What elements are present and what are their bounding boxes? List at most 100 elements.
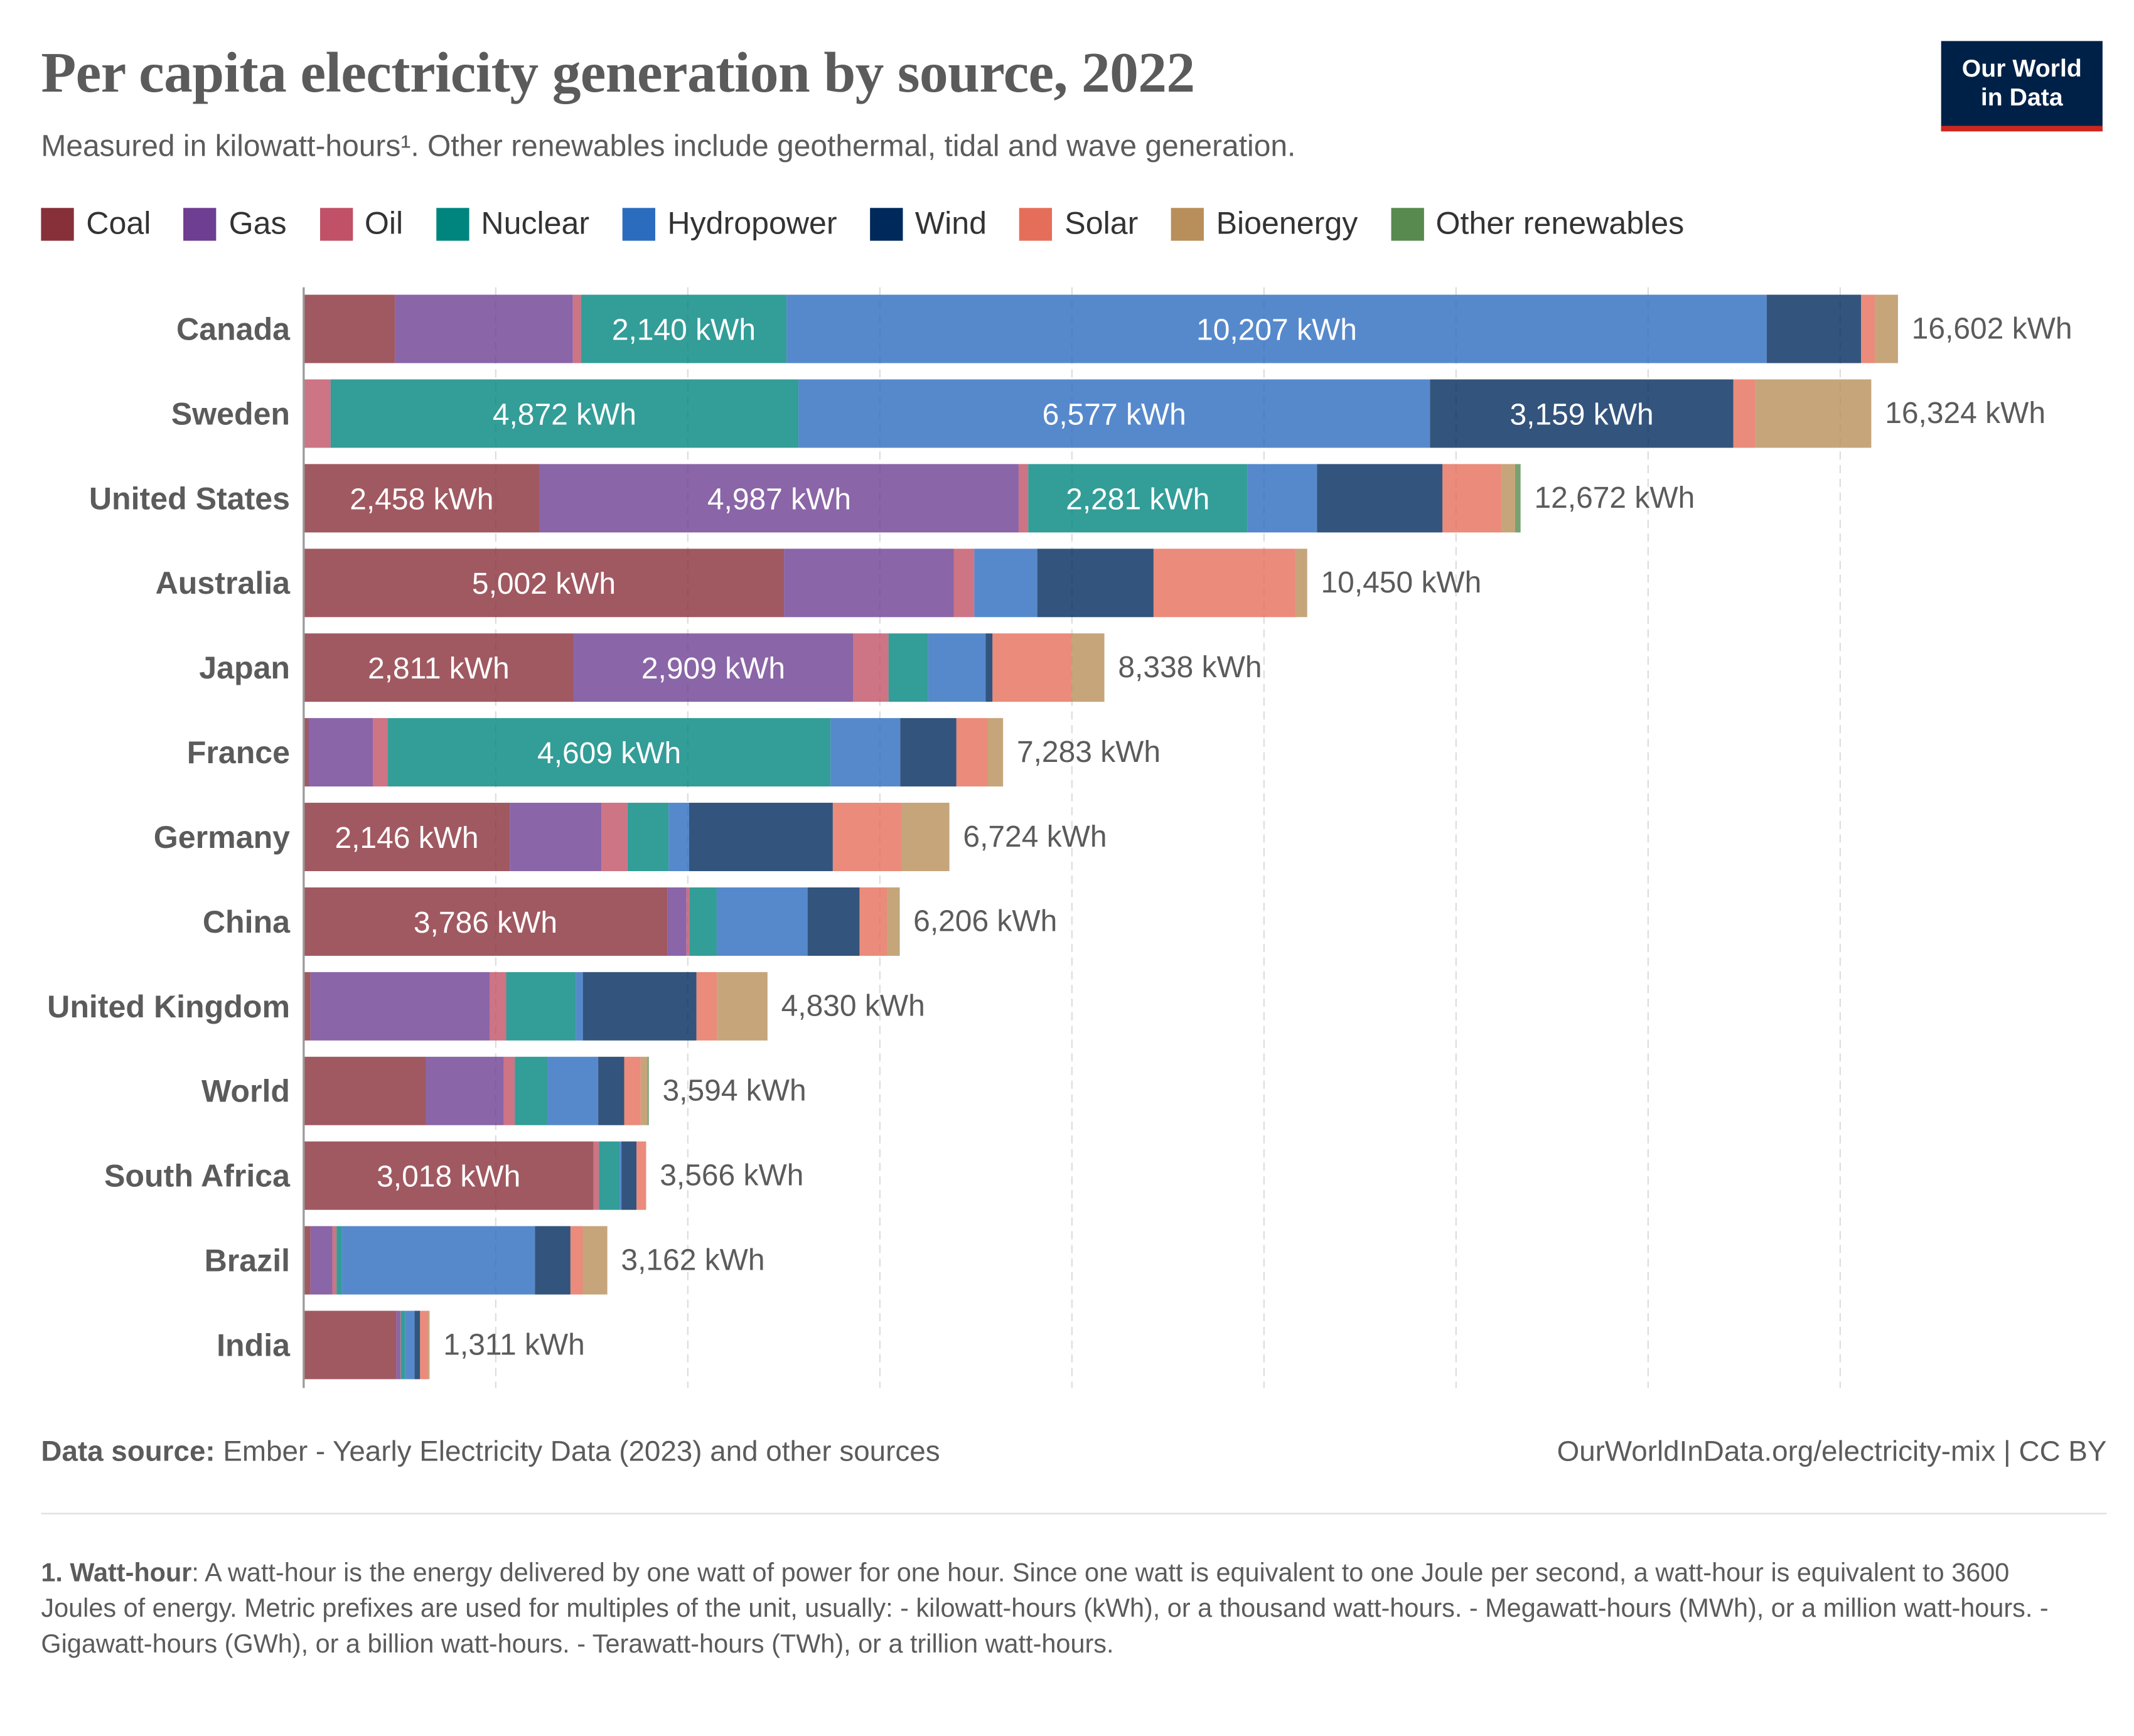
bar-segment xyxy=(490,972,507,1041)
bar-segment xyxy=(1861,294,1875,363)
bar-segment xyxy=(1153,549,1296,618)
bar-segment xyxy=(627,803,669,872)
bar-segment xyxy=(582,1226,608,1295)
logo-line-1: Our World xyxy=(1961,55,2082,82)
bar-segment xyxy=(303,803,510,872)
legend-swatch xyxy=(869,207,903,240)
bar-segment xyxy=(1317,464,1443,533)
total-label: 12,672 kWh xyxy=(1534,481,1695,515)
bar-segment xyxy=(900,718,957,787)
bar-segment xyxy=(953,549,975,618)
bar-segment xyxy=(400,1310,405,1380)
bar-segment xyxy=(992,633,1072,702)
total-label: 3,566 kWh xyxy=(660,1159,803,1192)
bar-segment xyxy=(572,294,581,363)
legend-label: Nuclear xyxy=(481,205,590,241)
bar-segment xyxy=(539,464,1019,533)
legend-item-coal[interactable]: Coal xyxy=(41,205,151,242)
bar-segment xyxy=(1766,294,1862,363)
bar-chart: Canada 2,140 kWh 10,207 kWh 16,602 kWh Swede… xyxy=(47,287,2072,1388)
owid-logo[interactable]: Our World in Data xyxy=(1941,41,2103,132)
bar-segment xyxy=(636,1141,646,1210)
legend-swatch xyxy=(622,207,655,240)
bar-segment xyxy=(420,1310,429,1380)
bar-segment xyxy=(582,972,697,1041)
category-label: Sweden xyxy=(171,396,290,431)
total-label: 3,594 kWh xyxy=(663,1074,807,1108)
total-label: 7,283 kWh xyxy=(1017,736,1161,769)
bar-segment xyxy=(686,887,690,956)
source-url-link[interactable]: OurWorldInData.org/electricity-mix | CC … xyxy=(1557,1436,2107,1468)
bar-segment xyxy=(303,1226,311,1295)
bar-segment xyxy=(310,1226,333,1295)
category-label: World xyxy=(201,1074,290,1109)
bar-segment xyxy=(547,1056,599,1125)
data-label: 2,146 kWh xyxy=(335,822,478,855)
category-label: China xyxy=(203,904,291,940)
bar-segment xyxy=(576,972,583,1041)
logo-line-2: in Data xyxy=(1980,83,2063,111)
bar-segment xyxy=(784,549,954,618)
bar-segment xyxy=(506,972,576,1041)
data-label: 2,811 kWh xyxy=(368,652,510,685)
bar-segment xyxy=(336,1226,342,1295)
category-label: France xyxy=(187,735,290,770)
chart-title: Per capita electricity generation by sou… xyxy=(41,42,1195,105)
data-source: Data source: Ember - Yearly Electricity … xyxy=(41,1436,940,1469)
legend-item-hydropower[interactable]: Hydropower xyxy=(622,205,837,242)
bar-segment xyxy=(388,718,831,787)
legend-label: Gas xyxy=(228,205,287,241)
bar-segment xyxy=(667,887,687,956)
bar-segment xyxy=(395,294,573,363)
data-label: 3,159 kWh xyxy=(1509,398,1653,431)
legend-item-nuclear[interactable]: Nuclear xyxy=(436,205,589,242)
total-label: 16,602 kWh xyxy=(1912,312,2072,345)
total-label: 16,324 kWh xyxy=(1885,397,2046,430)
bar-segment xyxy=(598,1056,625,1125)
bar-segment xyxy=(581,294,787,363)
legend-swatch xyxy=(436,207,469,240)
bar-segment xyxy=(400,1310,401,1380)
bar-segment xyxy=(303,464,540,533)
bar-segment xyxy=(1501,464,1515,533)
bar-segment xyxy=(1755,379,1872,448)
bar-segment xyxy=(1071,633,1105,702)
total-label: 4,830 kWh xyxy=(781,990,925,1023)
legend-item-wind[interactable]: Wind xyxy=(869,205,987,242)
bar-segment xyxy=(573,633,854,702)
data-label: 4,872 kWh xyxy=(493,398,636,431)
data-label: 4,987 kWh xyxy=(707,483,851,516)
legend-item-gas[interactable]: Gas xyxy=(183,205,287,242)
category-label: South Africa xyxy=(104,1159,291,1194)
bar-segment xyxy=(853,633,889,702)
legend-swatch xyxy=(41,207,74,240)
bar-segment xyxy=(1442,464,1502,533)
legend-item-oil[interactable]: Oil xyxy=(319,205,403,242)
bar-segment xyxy=(405,1310,415,1380)
footnote-text: : A watt-hour is the energy delivered by… xyxy=(41,1559,2049,1659)
total-label: 6,206 kWh xyxy=(913,905,1057,938)
bar-segment xyxy=(974,549,1038,618)
data-label: 2,458 kWh xyxy=(350,483,493,516)
bar-segment xyxy=(640,1056,648,1125)
bar-segment xyxy=(593,1141,599,1210)
bar-segment xyxy=(303,1141,594,1210)
bar-segment xyxy=(1874,294,1898,363)
bar-segment xyxy=(303,1310,397,1380)
bar-segment xyxy=(510,803,602,872)
legend-item-bioenergy[interactable]: Bioenergy xyxy=(1171,205,1358,242)
bar-segment xyxy=(332,1226,337,1295)
bar-segment xyxy=(601,803,628,872)
bar-segment xyxy=(303,972,311,1041)
bar-segment xyxy=(647,1056,649,1125)
bar-segment xyxy=(1018,464,1029,533)
bar-segment xyxy=(689,887,717,956)
bar-segment xyxy=(668,803,689,872)
legend-item-other-renewables[interactable]: Other renewables xyxy=(1390,205,1684,242)
bar-segment xyxy=(689,803,833,872)
legend-label: Wind xyxy=(914,205,987,241)
bar-segment xyxy=(303,294,395,363)
bar-segment xyxy=(1028,464,1248,533)
bar-segment xyxy=(716,887,808,956)
legend-item-solar[interactable]: Solar xyxy=(1019,205,1138,242)
